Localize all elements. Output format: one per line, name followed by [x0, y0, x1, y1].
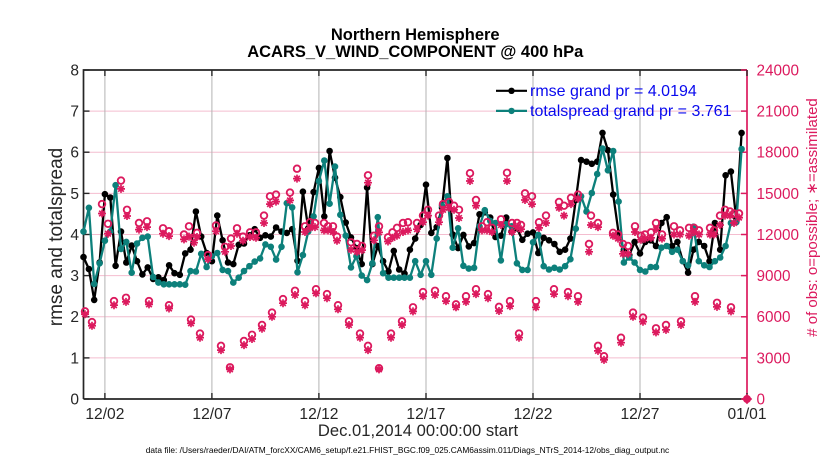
svg-text:2: 2	[70, 309, 79, 326]
svg-text:12/02: 12/02	[85, 406, 124, 423]
svg-text:# of obs: o=possible; ∗=assimi: # of obs: o=possible; ∗=assimilated	[804, 98, 821, 337]
svg-text:data file: /Users/raeder/DAI/A: data file: /Users/raeder/DAI/ATM_forcXX/…	[146, 445, 669, 455]
svg-text:6000: 6000	[757, 309, 791, 326]
svg-text:8: 8	[70, 62, 79, 79]
svg-text:totalspread grand pr = 3.761: totalspread grand pr = 3.761	[530, 103, 732, 120]
svg-text:12/17: 12/17	[406, 406, 445, 423]
svg-text:rmse and totalspread: rmse and totalspread	[46, 148, 67, 327]
svg-text:9000: 9000	[757, 268, 791, 285]
svg-text:rmse grand pr = 4.0194: rmse grand pr = 4.0194	[530, 83, 697, 100]
svg-text:01/01: 01/01	[727, 406, 766, 423]
svg-text:12/22: 12/22	[513, 406, 552, 423]
svg-text:5: 5	[70, 186, 79, 203]
svg-text:6: 6	[70, 145, 79, 162]
svg-text:0: 0	[757, 391, 766, 408]
svg-text:24000: 24000	[757, 62, 800, 79]
svg-text:21000: 21000	[757, 104, 800, 121]
svg-text:12000: 12000	[757, 227, 800, 244]
svg-text:Dec.01,2014 00:00:00 start: Dec.01,2014 00:00:00 start	[318, 421, 519, 440]
svg-text:18000: 18000	[757, 145, 800, 162]
svg-text:0: 0	[70, 391, 79, 408]
svg-text:Northern Hemisphere: Northern Hemisphere	[331, 26, 500, 44]
svg-text:12/12: 12/12	[299, 406, 338, 423]
svg-text:12/27: 12/27	[620, 406, 659, 423]
svg-text:4: 4	[70, 227, 79, 244]
svg-text:ACARS_V_WIND_COMPONENT @ 400 h: ACARS_V_WIND_COMPONENT @ 400 hPa	[247, 43, 584, 61]
svg-text:7: 7	[70, 104, 79, 121]
svg-text:15000: 15000	[757, 186, 800, 203]
svg-text:3000: 3000	[757, 350, 791, 367]
svg-text:12/07: 12/07	[192, 406, 231, 423]
svg-text:1: 1	[70, 350, 79, 367]
svg-text:3: 3	[70, 268, 79, 285]
